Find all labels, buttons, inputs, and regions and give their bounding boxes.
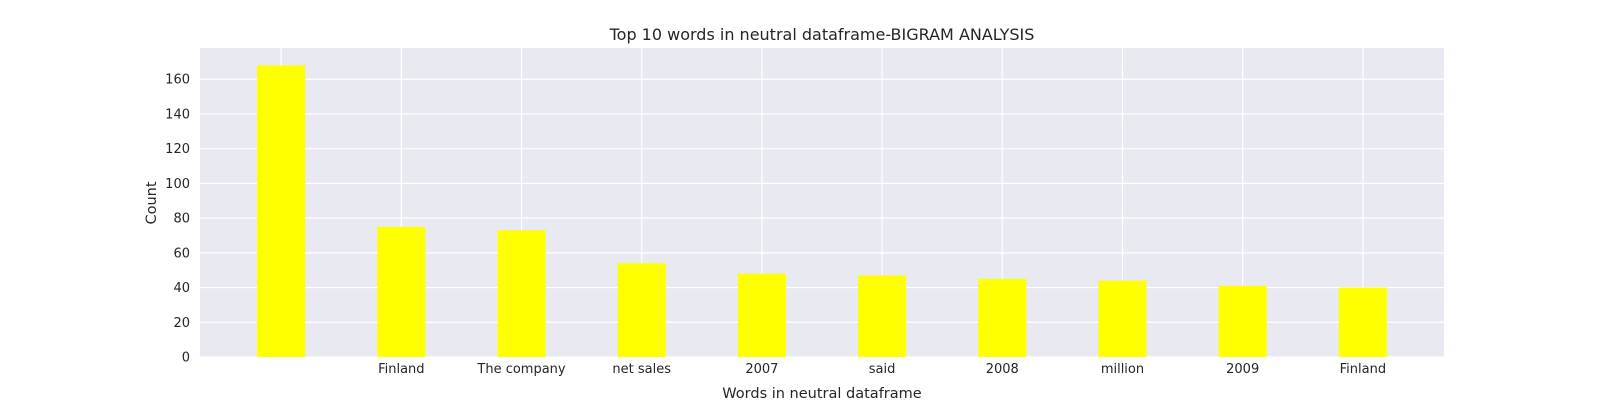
bar xyxy=(978,278,1027,357)
y-axis-label: Count xyxy=(144,181,160,224)
bar xyxy=(737,273,786,357)
x-tick-label: The company xyxy=(476,362,566,377)
y-tick-label: 0 xyxy=(182,351,190,366)
bar xyxy=(1338,287,1387,357)
y-tick-label: 100 xyxy=(165,177,190,192)
bar xyxy=(497,230,546,357)
x-tick-label: 2007 xyxy=(745,362,778,377)
y-tick-label: 160 xyxy=(165,73,190,88)
y-tick-label: 20 xyxy=(173,316,190,331)
x-axis-ticks: Finland The company net sales 2007 said 2008 m… xyxy=(378,362,1386,377)
y-tick-label: 60 xyxy=(173,246,190,261)
bars xyxy=(257,65,1387,357)
bar xyxy=(1218,285,1267,357)
bar xyxy=(617,263,666,357)
x-tick-label: Finland xyxy=(1340,362,1386,377)
x-axis-label: Words in neutral dataframe xyxy=(722,386,921,400)
bar xyxy=(257,65,306,357)
y-tick-label: 80 xyxy=(173,212,190,227)
x-tick-label: net sales xyxy=(612,362,671,377)
x-tick-label: million xyxy=(1101,362,1144,377)
y-tick-label: 120 xyxy=(165,142,190,157)
bar xyxy=(1098,280,1147,357)
x-tick-label: said xyxy=(869,362,896,377)
y-axis-ticks: 0 20 40 60 80 100 120 140 160 xyxy=(165,73,190,366)
x-tick-label: 2008 xyxy=(986,362,1019,377)
bar xyxy=(377,226,426,357)
y-tick-label: 40 xyxy=(173,281,190,296)
bar xyxy=(858,275,907,357)
x-tick-label: 2009 xyxy=(1226,362,1259,377)
chart-title: Top 10 words in neutral dataframe-BIGRAM… xyxy=(609,25,1035,44)
x-tick-label: Finland xyxy=(378,362,424,377)
y-tick-label: 140 xyxy=(165,107,190,122)
